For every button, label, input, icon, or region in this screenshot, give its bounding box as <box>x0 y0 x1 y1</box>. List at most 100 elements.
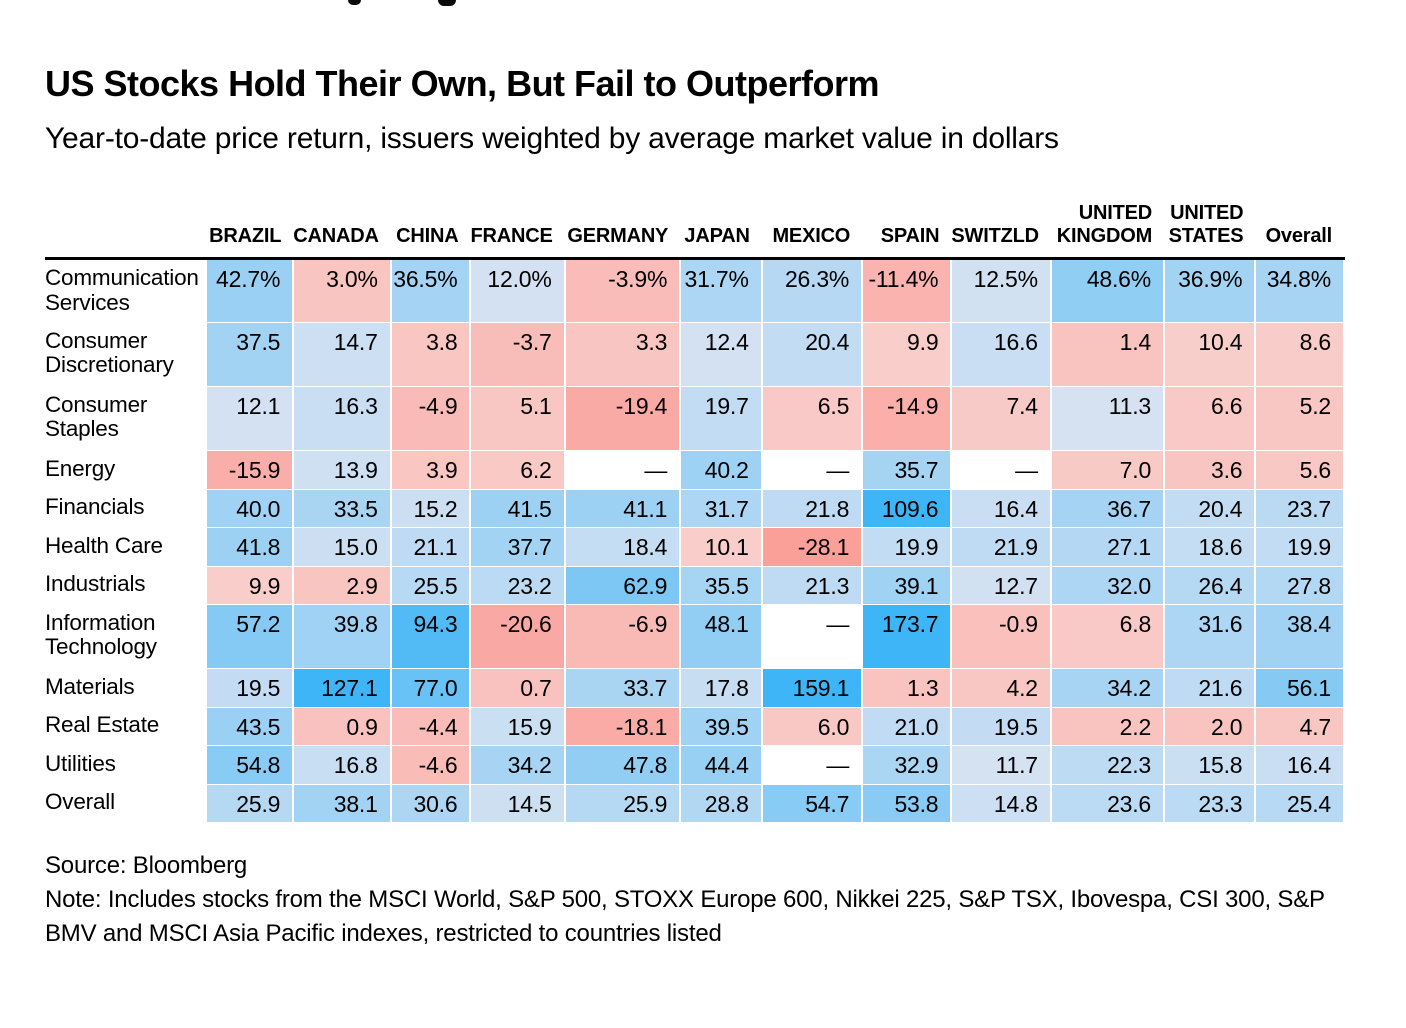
heatmap-cell: -14.9 <box>861 386 953 452</box>
heatmap-cell: 12.5% <box>950 258 1052 324</box>
row-label: Overall <box>45 784 206 823</box>
heatmap-cell: 19.5 <box>950 706 1052 747</box>
heatmap-cell: 21.9 <box>950 527 1052 567</box>
column-header: UNITED KINGDOM <box>1050 202 1165 261</box>
row-label: Consumer Discretionary <box>45 322 206 387</box>
heatmap-cell: 37.5 <box>204 322 295 388</box>
heatmap-cell: 38.4 <box>1254 604 1345 670</box>
heatmap-cell: 36.7 <box>1049 488 1166 529</box>
heatmap-cell: 15.2 <box>389 488 472 529</box>
heatmap-cell: — <box>563 450 682 490</box>
heatmap-cell: 16.4 <box>950 488 1052 529</box>
heatmap-cell: 1.4 <box>1049 322 1166 388</box>
heatmap-cell: -4.9 <box>389 386 472 452</box>
heatmap-cell: 30.6 <box>389 783 472 824</box>
table-row: Consumer Staples 12.1 16.3 -4.9 5.1 -19.4 19.7… <box>45 386 1345 452</box>
row-label: Industrials <box>45 566 206 605</box>
heatmap-cell: -15.9 <box>204 450 295 490</box>
heatmap-cell: 9.9 <box>861 322 953 388</box>
heatmap-cell: 34.2 <box>469 745 566 785</box>
heatmap-cell: 33.7 <box>563 668 682 708</box>
heatmap-cell: 14.5 <box>469 783 566 824</box>
table-row: Consumer Discretionary 37.5 14.7 3.8 -3.7 3.3… <box>45 322 1345 388</box>
heatmap-cell: 12.4 <box>679 322 763 388</box>
heatmap-cell: 38.1 <box>292 783 392 824</box>
heatmap-cell: 42.7% <box>204 258 295 324</box>
heatmap-cell: 48.1 <box>679 604 763 670</box>
heatmap-cell: 16.8 <box>292 745 392 785</box>
heatmap-cell: 39.5 <box>679 706 763 747</box>
heatmap-cell: 3.8 <box>389 322 472 388</box>
heatmap-cell: 2.0 <box>1163 706 1257 747</box>
heatmap-cell: 20.4 <box>1163 488 1257 529</box>
heatmap-cell: 23.3 <box>1163 783 1257 824</box>
heatmap-cell: 27.1 <box>1049 527 1166 567</box>
heatmap-cell: 5.1 <box>469 386 566 452</box>
heatmap-cell: 23.2 <box>469 565 566 606</box>
heatmap-cell: 16.6 <box>950 322 1052 388</box>
heatmap-cell: 25.4 <box>1254 783 1345 824</box>
heatmap-cell: 8.6 <box>1254 322 1345 388</box>
heatmap-cell: 5.2 <box>1254 386 1345 452</box>
column-header: UNITED STATES <box>1164 202 1256 261</box>
heatmap-cell: -18.1 <box>563 706 682 747</box>
heatmap-cell: 13.9 <box>292 450 392 490</box>
heatmap-cell: 94.3 <box>389 604 472 670</box>
heatmap-cell: 25.5 <box>389 565 472 606</box>
heatmap-cell: 44.4 <box>679 745 763 785</box>
heatmap-cell: 15.9 <box>469 706 566 747</box>
heatmap-cell: 27.8 <box>1254 565 1345 606</box>
heatmap-cell: 21.0 <box>861 706 953 747</box>
heatmap-cell: 18.4 <box>563 527 682 567</box>
heatmap-cell: 6.5 <box>760 386 864 452</box>
column-header: SWITZLD <box>951 202 1051 261</box>
heatmap-cell: -3.9% <box>563 258 682 324</box>
chart-container: US Stocks Hold Their Own, But Fail to Ou… <box>45 0 1345 950</box>
heatmap-cell: 7.0 <box>1049 450 1166 490</box>
heatmap-cell: 34.8% <box>1254 258 1345 324</box>
column-header: CHINA <box>390 202 471 261</box>
heatmap-cell: 18.6 <box>1163 527 1257 567</box>
heatmap-cell: 12.1 <box>204 386 295 452</box>
heatmap-cell: 54.7 <box>760 783 864 824</box>
heatmap-cell: 2.2 <box>1049 706 1166 747</box>
heatmap-cell: 31.7 <box>679 488 763 529</box>
note-line: Note: Includes stocks from the MSCI Worl… <box>45 886 1325 947</box>
table-row: Overall 25.9 38.1 30.6 14.5 25.9 28.8 54.7 53.8 1… <box>45 783 1345 824</box>
heatmap-cell: 26.3% <box>760 258 864 324</box>
column-header: BRAZIL <box>205 202 294 261</box>
heatmap-cell: 9.9 <box>204 565 295 606</box>
heatmap-cell: 23.7 <box>1254 488 1345 529</box>
heatmap-cell: 62.9 <box>563 565 682 606</box>
heatmap-cell: 19.9 <box>1254 527 1345 567</box>
heatmap-cell: 17.8 <box>679 668 763 708</box>
heatmap-cell: 4.7 <box>1254 706 1345 747</box>
heatmap-cell: 39.8 <box>292 604 392 670</box>
heatmap-cell: -6.9 <box>563 604 682 670</box>
heatmap-cell: 0.7 <box>469 668 566 708</box>
heatmap-cell: 28.8 <box>679 783 763 824</box>
chart-title: US Stocks Hold Their Own, But Fail to Ou… <box>45 63 880 104</box>
heatmap-cell: 35.5 <box>679 565 763 606</box>
heatmap-cell: 6.0 <box>760 706 864 747</box>
heatmap-cell: 7.4 <box>950 386 1052 452</box>
heatmap-cell: 34.2 <box>1049 668 1166 708</box>
heatmap-cell: 40.0 <box>204 488 295 529</box>
heatmap-cell: 19.5 <box>204 668 295 708</box>
row-label: Communication Services <box>45 258 206 323</box>
heatmap-cell: 43.5 <box>204 706 295 747</box>
table-row: Information Technology 57.2 39.8 94.3 -20.6-… <box>45 604 1345 670</box>
heatmap-cell: 2.9 <box>292 565 392 606</box>
heatmap-body: Communication Services 42.7% 3.0% 36.5% 12.0… <box>45 258 1345 824</box>
heatmap-table: BRAZIL CANADA CHINA FRANCE GERMANY JAPAN MEXIC… <box>45 202 1345 824</box>
heatmap-cell: 26.4 <box>1163 565 1257 606</box>
column-header: MEXICO <box>761 202 863 261</box>
heatmap-cell: 19.9 <box>861 527 953 567</box>
heatmap-cell: 53.8 <box>861 783 953 824</box>
heatmap-cell: 23.6 <box>1049 783 1166 824</box>
column-header: CANADA <box>293 202 391 261</box>
heatmap-cell: 35.7 <box>861 450 953 490</box>
heatmap-cell: 4.2 <box>950 668 1052 708</box>
chart-subtitle: Year-to-date price return, issuers weigh… <box>45 121 1059 155</box>
heatmap-cell: 0.9 <box>292 706 392 747</box>
